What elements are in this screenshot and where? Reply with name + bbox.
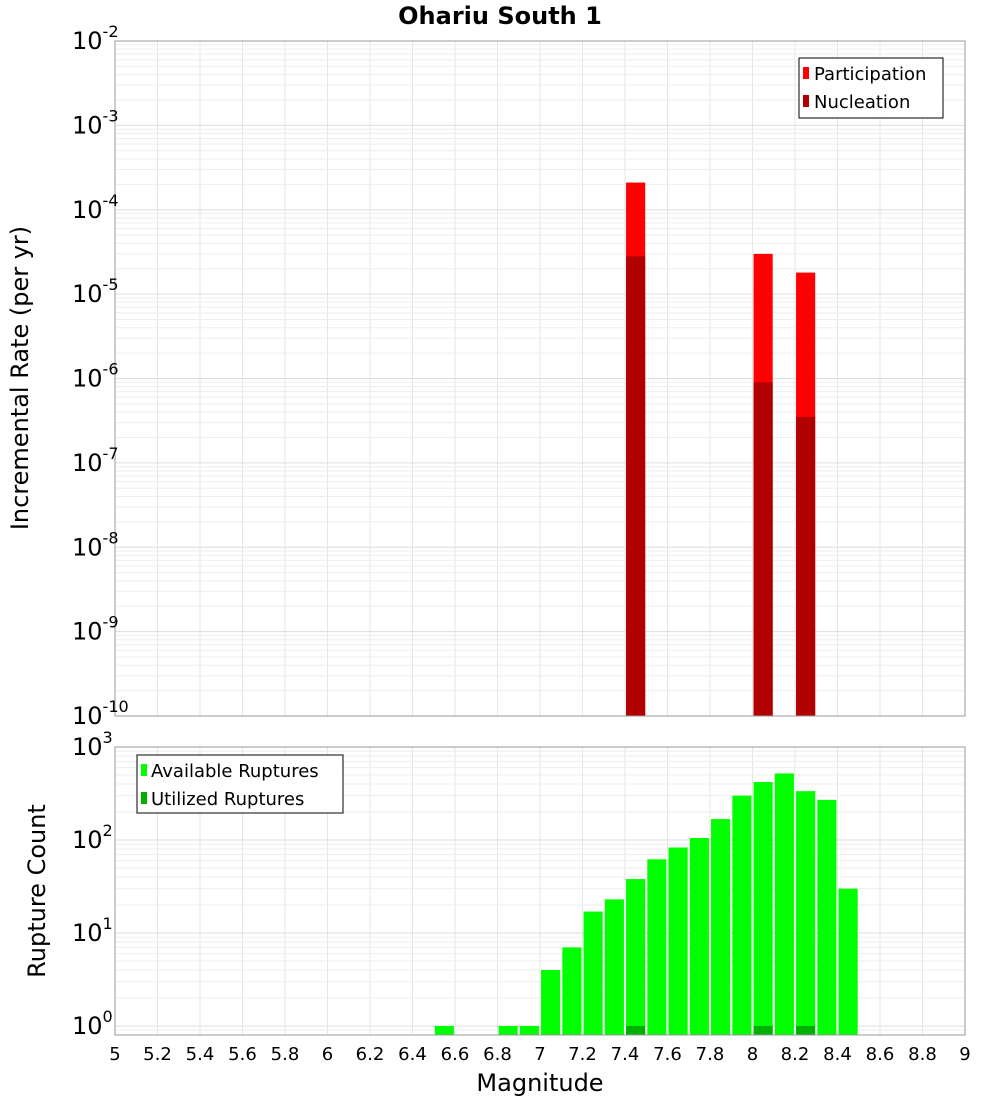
utilized-ruptures-bar <box>796 1025 816 1035</box>
utilized-ruptures-bar <box>626 1025 646 1035</box>
available-ruptures-bar <box>604 899 624 1035</box>
available-ruptures-bar <box>434 1025 454 1035</box>
top-y-tick-label: 10-4 <box>72 191 119 224</box>
x-tick-label: 8.4 <box>823 1044 852 1065</box>
x-tick-label: 7.8 <box>696 1044 725 1065</box>
top-panel-grid <box>114 41 966 717</box>
available-ruptures-bar <box>498 1025 518 1035</box>
x-tick-label: 8 <box>747 1044 758 1065</box>
legend-label-utilized: Utilized Ruptures <box>151 789 304 810</box>
legend-swatch-nucleation <box>803 95 809 107</box>
x-tick-label: 7.6 <box>653 1044 682 1065</box>
available-ruptures-bar <box>647 859 667 1035</box>
x-tick-label: 5.4 <box>186 1044 215 1065</box>
legend-label-nucleation: Nucleation <box>814 92 910 113</box>
bottom-legend: Available Ruptures Utilized Ruptures <box>136 754 344 814</box>
available-ruptures-bar <box>668 847 688 1035</box>
chart-title: Ohariu South 1 <box>398 2 602 30</box>
bottom-panel-x-ticks: 5 5.2 5.4 5.6 5.8 6 6.2 6.4 6.6 6.8 7 7.2 7.4 7.6 7.8 8… <box>109 1044 970 1065</box>
available-ruptures-bar <box>689 838 709 1035</box>
x-tick-label: 9 <box>959 1044 970 1065</box>
top-y-tick-label: 10-8 <box>72 528 119 561</box>
top-panel-frame <box>114 40 966 717</box>
available-ruptures-bar <box>541 969 561 1035</box>
bottom-legend-box <box>136 754 344 814</box>
top-y-tick-label: 10-10 <box>72 697 129 730</box>
available-ruptures-bar <box>753 782 773 1035</box>
top-y-tick-label: 10-3 <box>72 106 119 139</box>
available-ruptures-bar <box>626 879 646 1035</box>
top-panel-bars <box>626 182 816 716</box>
legend-swatch-utilized <box>141 792 147 804</box>
x-tick-label: 6.2 <box>356 1044 385 1065</box>
x-tick-label: 6 <box>322 1044 333 1065</box>
top-legend-box <box>798 57 944 119</box>
bottom-y-axis-title: Rupture Count <box>23 804 51 978</box>
nucleation-bar <box>753 382 773 716</box>
available-ruptures-bar <box>583 911 603 1035</box>
x-tick-label: 8.8 <box>908 1044 937 1065</box>
nucleation-bar <box>796 416 816 716</box>
x-tick-label: 7.2 <box>568 1044 597 1065</box>
available-ruptures-bar <box>711 819 731 1035</box>
top-y-tick-label: 10-5 <box>72 275 119 308</box>
x-tick-label: 5.2 <box>143 1044 172 1065</box>
bottom-panel-frame <box>114 746 966 1036</box>
x-tick-label: 5.8 <box>271 1044 300 1065</box>
x-tick-label: 8.6 <box>866 1044 895 1065</box>
bottom-y-tick-label: 100 <box>72 1007 113 1040</box>
bottom-panel-y-ticks: 103 102 101 100 <box>72 728 113 1040</box>
bottom-panel-bars <box>434 773 858 1035</box>
top-y-tick-label: 10-6 <box>72 360 119 393</box>
legend-swatch-available <box>141 764 147 776</box>
nucleation-bar <box>626 256 646 716</box>
available-ruptures-bar <box>732 795 752 1035</box>
available-ruptures-bar <box>817 799 837 1035</box>
bottom-y-tick-label: 103 <box>72 728 113 761</box>
x-tick-label: 7.4 <box>611 1044 640 1065</box>
available-ruptures-bar <box>838 888 858 1035</box>
x-tick-label: 7 <box>534 1044 545 1065</box>
available-ruptures-bar <box>562 947 582 1035</box>
legend-swatch-participation <box>803 67 809 79</box>
top-legend: Participation Nucleation <box>798 57 944 119</box>
top-y-tick-label: 10-2 <box>72 22 119 55</box>
top-y-tick-label: 10-7 <box>72 444 119 477</box>
top-y-tick-label: 10-9 <box>72 613 119 646</box>
x-tick-label: 6.8 <box>483 1044 512 1065</box>
available-ruptures-bar <box>774 773 794 1035</box>
bottom-y-tick-label: 101 <box>72 914 113 947</box>
bottom-y-tick-label: 102 <box>72 821 113 854</box>
legend-label-participation: Participation <box>814 64 926 85</box>
available-ruptures-bar <box>519 1025 539 1035</box>
legend-label-available: Available Ruptures <box>151 761 319 782</box>
available-ruptures-bar <box>796 791 816 1035</box>
x-tick-label: 8.2 <box>781 1044 810 1065</box>
top-panel-y-ticks: 10-2 10-3 10-4 10-5 10-6 10-7 10-8 10-9 10-10 <box>72 22 129 730</box>
top-y-axis-title: Incremental Rate (per yr) <box>6 226 34 530</box>
x-tick-label: 5 <box>109 1044 120 1065</box>
utilized-ruptures-bar <box>753 1025 773 1035</box>
x-axis-title: Magnitude <box>476 1069 603 1097</box>
x-tick-label: 6.6 <box>441 1044 470 1065</box>
x-tick-label: 6.4 <box>398 1044 427 1065</box>
x-tick-label: 5.6 <box>228 1044 257 1065</box>
